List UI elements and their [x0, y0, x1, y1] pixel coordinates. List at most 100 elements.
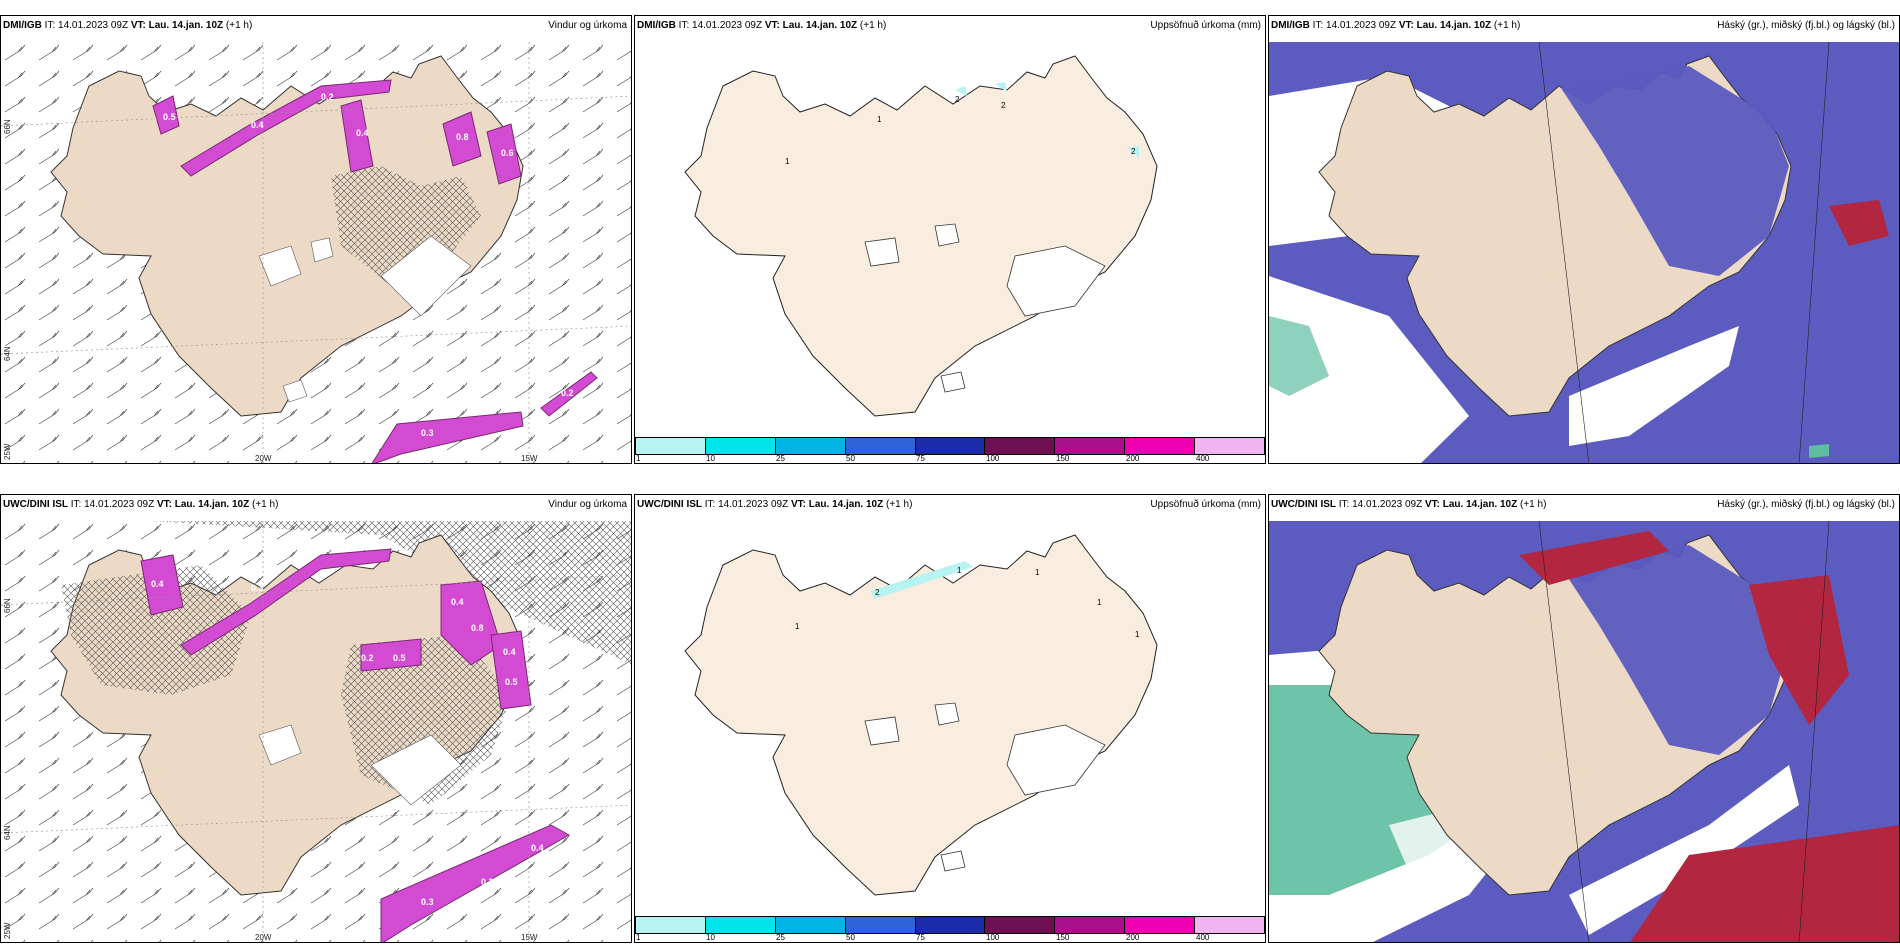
- precip-label: 0.3: [421, 428, 434, 438]
- panel-accum-precip-dmi: DMI/IGB IT: 14.01.2023 09Z VT: Lau. 14.j…: [634, 15, 1266, 464]
- lon-label: 15W: [521, 454, 538, 463]
- panel-clouds-dmi: DMI/IGB IT: 14.01.2023 09Z VT: Lau. 14.j…: [1268, 15, 1900, 464]
- precip-label: 0.4: [151, 579, 164, 589]
- precip-label: 0.2: [321, 92, 334, 102]
- precip-label: 0.4: [451, 597, 464, 607]
- colorbar-swatch: [914, 916, 985, 934]
- colorbar-swatch: [1054, 916, 1125, 934]
- accum-label: 2: [1131, 147, 1136, 156]
- precip-label: 0.4: [503, 647, 516, 657]
- map-accum-precip: 1 2 1 2 2: [684, 55, 1158, 417]
- colorbar-tick: 100: [986, 454, 1000, 463]
- accum-label: 2: [875, 588, 880, 597]
- precip-label: 0.4: [531, 843, 544, 853]
- panel-field-label: Uppsöfnuð úrkoma (mm): [1150, 499, 1261, 510]
- lon-label: 20W: [255, 454, 272, 463]
- precip-label: 0.2: [481, 877, 494, 887]
- lon-label: 25W: [3, 443, 12, 460]
- panel-wind-precip-dmi: DMI/IGB IT: 14.01.2023 09Z VT: Lau. 14.j…: [0, 15, 632, 464]
- precip-label: 0.2: [361, 653, 374, 663]
- accum-label: 1: [1097, 598, 1102, 607]
- panel-accum-precip-uwc: UWC/DINI ISL IT: 14.01.2023 09Z VT: Lau.…: [634, 494, 1266, 943]
- colorbar-tick: 100: [986, 933, 1000, 942]
- panel-clouds-uwc: UWC/DINI ISL IT: 14.01.2023 09Z VT: Lau.…: [1268, 494, 1900, 943]
- lat-label: 66N: [3, 119, 12, 134]
- colorbar: [635, 437, 1265, 455]
- colorbar-tick: 150: [1056, 933, 1070, 942]
- accum-label: 1: [957, 566, 962, 575]
- colorbar-tick: 75: [916, 933, 925, 942]
- lon-label: 15W: [521, 933, 538, 942]
- colorbar-tick: 400: [1196, 933, 1210, 942]
- precip-label: 0.4: [251, 120, 264, 130]
- panel-wind-precip-uwc: UWC/DINI ISL IT: 14.01.2023 09Z VT: Lau.…: [0, 494, 632, 943]
- lon-label: 25W: [3, 922, 12, 939]
- colorbar-tick: 1: [636, 454, 641, 463]
- panel-field-label: Háský (gr.), miðský (fj.bl.) og lágský (…: [1717, 499, 1895, 510]
- lat-label: 66N: [3, 598, 12, 613]
- colorbar-tick: 75: [916, 454, 925, 463]
- colorbar-tick: 10: [706, 933, 715, 942]
- colorbar-swatch: [844, 437, 915, 455]
- colorbar-swatch: [984, 916, 1055, 934]
- colorbar-swatch: [635, 437, 705, 455]
- panel-title: DMI/IGB IT: 14.01.2023 09Z VT: Lau. 14.j…: [1271, 20, 1521, 31]
- colorbar-swatch: [774, 916, 845, 934]
- colorbar-tick: 200: [1126, 454, 1140, 463]
- accum-label: 1: [1035, 568, 1040, 577]
- map-clouds: [1269, 520, 1899, 942]
- panel-field-label: Vindur og úrkoma: [548, 20, 627, 31]
- panel-field-label: Vindur og úrkoma: [548, 499, 627, 510]
- colorbar-swatch: [704, 916, 775, 934]
- colorbar-swatch: [774, 437, 845, 455]
- colorbar-tick: 25: [776, 454, 785, 463]
- panel-field-label: Uppsöfnuð úrkoma (mm): [1150, 20, 1261, 31]
- lat-label: 64N: [3, 346, 12, 361]
- colorbar-swatch: [704, 437, 775, 455]
- colorbar-tick: 400: [1196, 454, 1210, 463]
- panel-title: UWC/DINI ISL IT: 14.01.2023 09Z VT: Lau.…: [637, 499, 913, 510]
- colorbar-swatch: [1054, 437, 1125, 455]
- precip-label: 0.6: [501, 148, 514, 158]
- panel-field-label: Háský (gr.), miðský (fj.bl.) og lágský (…: [1717, 20, 1895, 31]
- accum-label: 2: [955, 95, 960, 104]
- colorbar-swatch: [844, 916, 915, 934]
- panel-title: UWC/DINI ISL IT: 14.01.2023 09Z VT: Lau.…: [1271, 499, 1547, 510]
- precip-label: 0.8: [471, 623, 484, 633]
- precip-label: 0.4: [356, 128, 369, 138]
- accum-label: 2: [1001, 101, 1006, 110]
- map-wind-precip: 0.5 0.4 0.2 0.4 0.8 0.6 0.3 0.2: [1, 42, 631, 463]
- colorbar: [635, 916, 1265, 934]
- colorbar-tick: 200: [1126, 933, 1140, 942]
- colorbar-tick: 10: [706, 454, 715, 463]
- panel-title: DMI/IGB IT: 14.01.2023 09Z VT: Lau. 14.j…: [3, 20, 253, 31]
- precip-label: 0.5: [393, 653, 406, 663]
- precip-label: 0.2: [561, 388, 574, 398]
- colorbar-tick: 1: [636, 933, 641, 942]
- colorbar-tick: 25: [776, 933, 785, 942]
- colorbar-swatch: [635, 916, 705, 934]
- colorbar-tick: 50: [846, 933, 855, 942]
- accum-label: 1: [795, 622, 800, 631]
- colorbar-swatch: [1124, 916, 1195, 934]
- precip-label: 0.5: [505, 677, 518, 687]
- precip-label: 0.3: [421, 897, 434, 907]
- map-accum-precip: 2 1 1 1 1 1: [684, 534, 1158, 896]
- accum-label: 1: [877, 115, 882, 124]
- accum-label: 1: [1135, 630, 1140, 639]
- precip-label: 0.5: [163, 112, 176, 122]
- lon-label: 20W: [255, 933, 272, 942]
- panel-title: UWC/DINI ISL IT: 14.01.2023 09Z VT: Lau.…: [3, 499, 279, 510]
- colorbar-swatch: [984, 437, 1055, 455]
- colorbar-tick: 50: [846, 454, 855, 463]
- colorbar-swatch: [914, 437, 985, 455]
- precip-label: 0.3: [251, 583, 264, 593]
- precip-label: 0.8: [456, 132, 469, 142]
- accum-label: 1: [785, 157, 790, 166]
- colorbar-swatch: [1124, 437, 1195, 455]
- map-wind-precip: 0.4 0.3 0.2 0.5 0.4 0.8 0.4 0.5 0.3 0.2 …: [1, 521, 631, 942]
- colorbar-swatch: [1194, 916, 1265, 934]
- map-clouds: [1269, 41, 1899, 463]
- lat-label: 64N: [3, 825, 12, 840]
- colorbar-swatch: [1194, 437, 1265, 455]
